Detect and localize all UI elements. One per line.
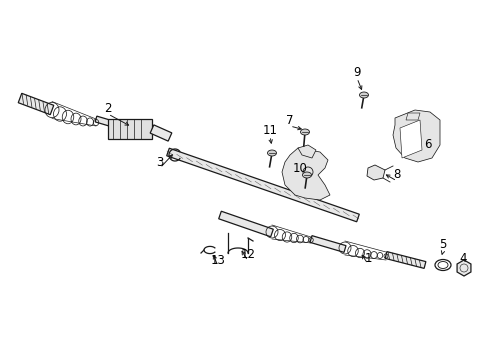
Polygon shape <box>95 116 123 130</box>
Text: 4: 4 <box>458 252 466 265</box>
Polygon shape <box>150 125 171 141</box>
Ellipse shape <box>359 92 368 98</box>
Text: 1: 1 <box>364 252 371 265</box>
Text: 3: 3 <box>156 156 163 168</box>
Polygon shape <box>18 93 54 115</box>
Text: 11: 11 <box>262 123 277 136</box>
Polygon shape <box>456 260 470 276</box>
Text: 10: 10 <box>292 162 307 175</box>
Polygon shape <box>399 120 421 158</box>
Polygon shape <box>366 165 384 180</box>
Text: 7: 7 <box>285 113 293 126</box>
Text: 8: 8 <box>392 168 400 181</box>
Text: 2: 2 <box>104 102 112 114</box>
Polygon shape <box>392 110 439 162</box>
Text: 9: 9 <box>352 66 360 78</box>
Polygon shape <box>282 148 329 200</box>
Polygon shape <box>166 148 359 222</box>
Polygon shape <box>309 236 346 252</box>
Ellipse shape <box>302 172 311 178</box>
Polygon shape <box>297 145 315 158</box>
Polygon shape <box>385 252 425 269</box>
Text: 12: 12 <box>240 248 255 261</box>
Ellipse shape <box>267 150 276 156</box>
Text: 6: 6 <box>424 139 431 152</box>
Text: 13: 13 <box>210 253 225 266</box>
Ellipse shape <box>300 129 309 135</box>
Polygon shape <box>218 211 273 237</box>
Text: 5: 5 <box>438 238 446 252</box>
Polygon shape <box>108 119 152 139</box>
Polygon shape <box>405 113 419 120</box>
